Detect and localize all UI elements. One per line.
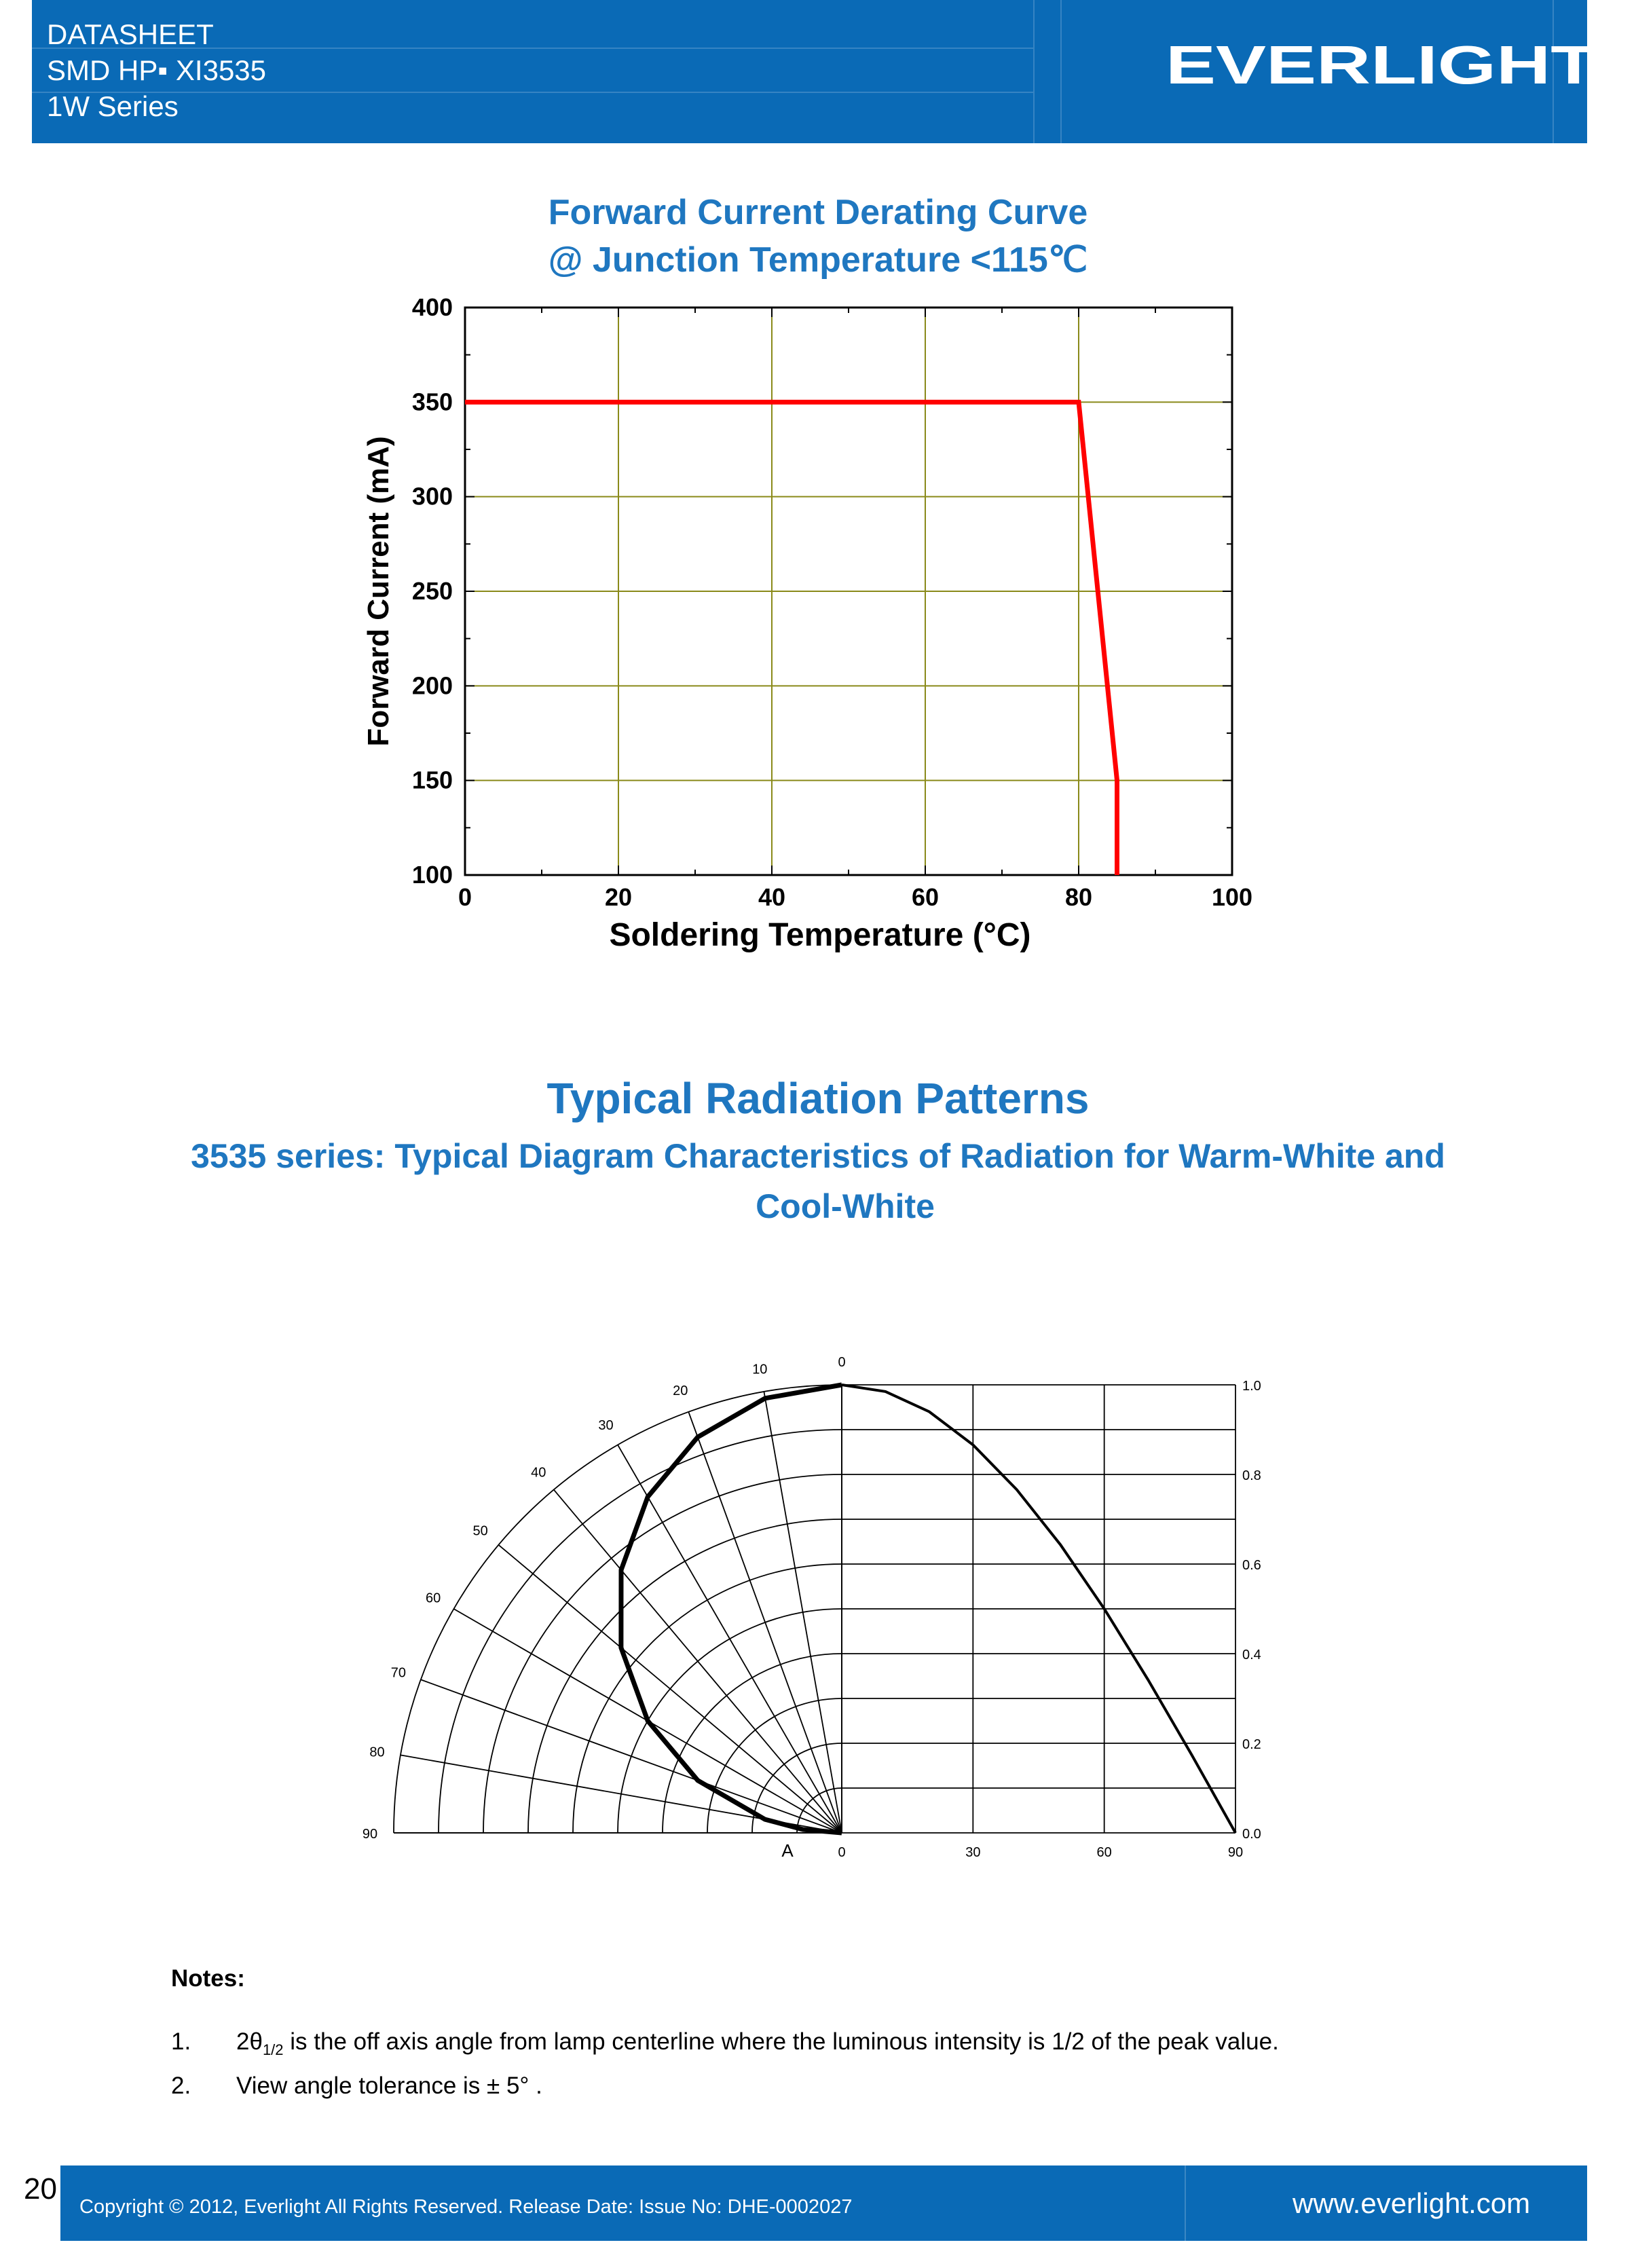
angle-label: 60 [426, 1591, 441, 1606]
footer [0, 2165, 1587, 2241]
y-axis-title: Forward Current (mA) [362, 436, 395, 746]
y-tick-label: 200 [412, 671, 453, 699]
note-item: 2. View angle tolerance is ± 5° . [171, 2072, 542, 2100]
polar-radial-line [763, 1391, 842, 1834]
header-divider [1553, 0, 1554, 143]
intensity-tick-label: 1.0 [1242, 1379, 1261, 1394]
radiation-subtitle-line1: 3535 series: Typical Diagram Characteris… [191, 1137, 1445, 1175]
cartesian-grid [841, 1384, 1236, 1833]
y-tick-label: 400 [412, 293, 453, 321]
derating-title-line1: Forward Current Derating Curve [548, 193, 1088, 232]
polar-radial-line [498, 1544, 842, 1834]
polar-radial-line [420, 1679, 842, 1834]
x-tick-label: 0 [838, 1845, 845, 1860]
angle-label: 30 [598, 1418, 613, 1433]
derating-chart: 0 20 40 60 80 100 100 150 200 250 300 350 400 Forwar… [362, 293, 1252, 953]
footer-divider [1185, 2165, 1186, 2241]
intensity-tick-label: 0.0 [1242, 1827, 1261, 1842]
x-tick-label: 40 [758, 883, 785, 911]
everlight-logo: EVERLIGHT [1166, 37, 1597, 92]
radiation-tick-labels: 0 10 20 30 40 50 60 70 80 90 A 0 30 60 90 0.0 0.2 0.4 0.6 0… [362, 1355, 1261, 1861]
y-tick-label: 300 [412, 483, 453, 510]
note-symbol: 2θ [236, 2028, 263, 2055]
angle-label: 80 [369, 1745, 384, 1760]
note-text: View angle tolerance is ± 5° . [236, 2072, 542, 2099]
intensity-tick-label: 0.2 [1242, 1737, 1261, 1752]
polar-radial-line [617, 1444, 842, 1834]
polar-arc [572, 1563, 842, 1834]
polar-arc [662, 1653, 842, 1834]
note-item: 1. 2θ1/2 is the off axis angle from lamp … [171, 2028, 1279, 2059]
note-text: is the off axis angle from lamp centerli… [283, 2028, 1279, 2055]
polar-pattern-curve [618, 1382, 842, 1836]
header-rule [32, 92, 1033, 93]
angle-label: 20 [673, 1383, 688, 1398]
polar-arc [796, 1787, 842, 1834]
note-number: 2. [171, 2072, 191, 2099]
header-bar: DATASHEET SMD HP▪ XI3535 1W Series EVERL… [32, 0, 1597, 143]
angle-label: 0 [838, 1355, 845, 1370]
brand-text: EVERLIGHT [1166, 37, 1597, 92]
footer-bar [60, 2165, 1587, 2241]
y-tick-label: 250 [412, 577, 453, 605]
angle-label: 10 [752, 1362, 767, 1377]
x-tick-label: 80 [1065, 883, 1092, 911]
doc-type: DATASHEET [47, 18, 214, 50]
radiation-subtitle-line2: Cool-White [756, 1187, 935, 1225]
radiation-title: Typical Radiation Patterns [546, 1074, 1090, 1123]
radiation-chart: 0 10 20 30 40 50 60 70 80 90 A 0 30 60 90 0.0 0.2 0.4 0.6 0… [362, 1355, 1261, 1861]
page-number: 20 [24, 2172, 57, 2206]
polar-radial-line [688, 1411, 842, 1834]
polar-axis-label: A [781, 1840, 794, 1861]
x-tick-label: 30 [965, 1845, 980, 1860]
x-axis-title: Soldering Temperature (°C) [609, 917, 1030, 953]
derating-title-line2: @ Junction Temperature <115℃ [548, 240, 1088, 280]
angle-label: 50 [472, 1523, 487, 1538]
polar-arc [707, 1698, 842, 1834]
polar-radial-line [553, 1489, 842, 1834]
header-divider [1033, 0, 1035, 143]
intensity-tick-label: 0.6 [1242, 1558, 1261, 1573]
polar-arc [617, 1608, 842, 1834]
intensity-tick-label: 0.4 [1242, 1648, 1261, 1662]
derating-tick-labels: 0 20 40 60 80 100 100 150 200 250 300 350 400 [412, 293, 1252, 911]
y-tick-label: 100 [412, 861, 453, 889]
series-name: 1W Series [47, 90, 179, 122]
polar-arc [438, 1429, 842, 1834]
notes-heading: Notes: [171, 1965, 245, 1992]
y-tick-label: 150 [412, 766, 453, 794]
y-tick-label: 350 [412, 388, 453, 415]
cartesian-pattern-curve [841, 1383, 1237, 1834]
x-tick-label: 100 [1212, 883, 1252, 911]
plot-frame [464, 306, 1233, 876]
x-tick-label: 0 [458, 883, 472, 911]
product-name: SMD HP▪ XI3535 [47, 54, 267, 86]
header-divider [1060, 0, 1062, 143]
polar-arc [393, 1384, 842, 1834]
intensity-tick-label: 0.8 [1242, 1468, 1261, 1483]
angle-label: 90 [362, 1827, 377, 1842]
angle-label: 70 [391, 1665, 406, 1680]
angle-label: 40 [531, 1466, 546, 1481]
copyright-text: Copyright © 2012, Everlight All Rights R… [79, 2196, 853, 2218]
note-number: 1. [171, 2028, 191, 2055]
website-link[interactable]: www.everlight.com [1293, 2187, 1531, 2219]
x-tick-label: 60 [1097, 1845, 1112, 1860]
header-rule [32, 48, 1033, 49]
note-subscript: 1/2 [262, 2041, 284, 2058]
x-tick-label: 90 [1228, 1845, 1243, 1860]
x-tick-label: 60 [912, 883, 939, 911]
x-tick-label: 20 [605, 883, 632, 911]
polar-arc [483, 1474, 842, 1834]
derating-curve [465, 399, 1119, 875]
